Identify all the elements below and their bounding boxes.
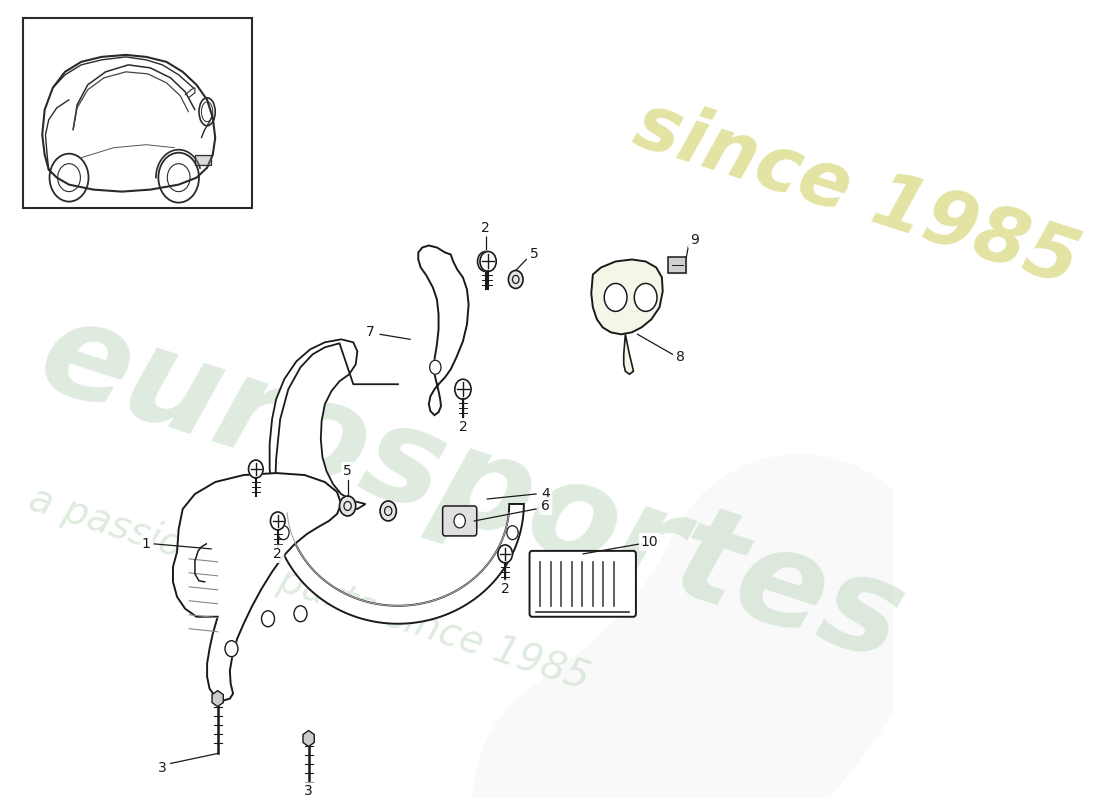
Circle shape <box>226 641 238 657</box>
Circle shape <box>340 496 355 516</box>
Circle shape <box>294 606 307 622</box>
Circle shape <box>477 251 494 271</box>
Text: 1: 1 <box>142 537 151 551</box>
Text: 2: 2 <box>500 582 509 596</box>
Polygon shape <box>624 334 634 374</box>
Bar <box>669 258 686 274</box>
Circle shape <box>454 379 471 399</box>
Polygon shape <box>418 246 469 415</box>
Circle shape <box>271 512 285 530</box>
Text: 5: 5 <box>530 247 539 262</box>
Text: 9: 9 <box>690 233 698 246</box>
Circle shape <box>498 545 513 563</box>
Text: 3: 3 <box>305 785 314 798</box>
Text: 3: 3 <box>158 762 167 775</box>
Text: 8: 8 <box>676 350 685 364</box>
Text: 2: 2 <box>274 547 282 561</box>
Text: 5: 5 <box>343 464 352 478</box>
Bar <box>669 258 686 274</box>
Circle shape <box>430 360 441 374</box>
Polygon shape <box>592 259 662 334</box>
Polygon shape <box>272 504 524 624</box>
Circle shape <box>507 526 518 540</box>
Bar <box>23 18 252 207</box>
Polygon shape <box>270 339 365 511</box>
Text: 2: 2 <box>482 221 490 234</box>
Circle shape <box>277 526 289 540</box>
Polygon shape <box>302 730 315 746</box>
Circle shape <box>480 251 496 271</box>
Circle shape <box>249 460 263 478</box>
Circle shape <box>635 283 657 311</box>
Circle shape <box>454 514 465 528</box>
Polygon shape <box>212 690 223 706</box>
Text: eurosportes: eurosportes <box>24 290 918 688</box>
Polygon shape <box>173 473 341 701</box>
FancyBboxPatch shape <box>442 506 476 536</box>
Text: a passion for parts since 1985: a passion for parts since 1985 <box>24 480 594 698</box>
Circle shape <box>262 610 275 626</box>
Text: 10: 10 <box>641 535 659 549</box>
Bar <box>195 154 211 165</box>
Text: 6: 6 <box>541 499 550 513</box>
Text: since 1985: since 1985 <box>626 88 1088 301</box>
Text: 7: 7 <box>366 326 375 339</box>
Text: 4: 4 <box>541 487 550 501</box>
FancyBboxPatch shape <box>529 551 636 617</box>
Text: 2: 2 <box>459 420 468 434</box>
Circle shape <box>604 283 627 311</box>
Circle shape <box>381 501 396 521</box>
Circle shape <box>508 270 522 289</box>
